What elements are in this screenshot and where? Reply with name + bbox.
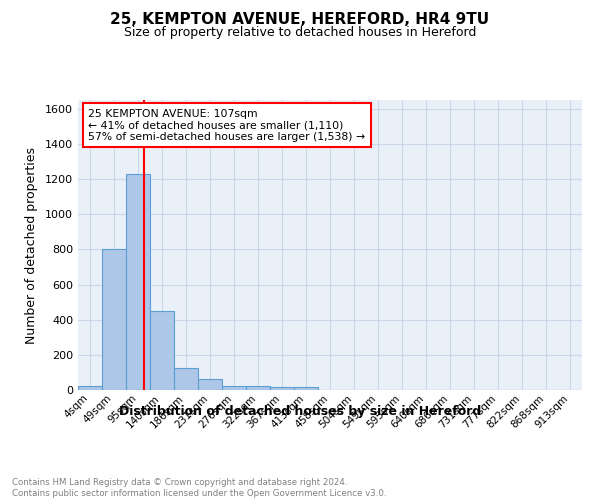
Bar	[150, 311, 174, 390]
Bar	[126, 174, 150, 390]
Text: 25, KEMPTON AVENUE, HEREFORD, HR4 9TU: 25, KEMPTON AVENUE, HEREFORD, HR4 9TU	[110, 12, 490, 28]
Bar	[270, 388, 294, 390]
Text: Contains HM Land Registry data © Crown copyright and database right 2024.
Contai: Contains HM Land Registry data © Crown c…	[12, 478, 386, 498]
Y-axis label: Number of detached properties: Number of detached properties	[25, 146, 38, 344]
Text: Distribution of detached houses by size in Hereford: Distribution of detached houses by size …	[119, 405, 481, 418]
Bar	[222, 386, 246, 390]
Bar	[294, 388, 318, 390]
Bar	[246, 386, 270, 390]
Bar	[174, 368, 198, 390]
Text: Size of property relative to detached houses in Hereford: Size of property relative to detached ho…	[124, 26, 476, 39]
Text: 25 KEMPTON AVENUE: 107sqm
← 41% of detached houses are smaller (1,110)
57% of se: 25 KEMPTON AVENUE: 107sqm ← 41% of detac…	[88, 108, 365, 142]
Bar	[102, 250, 126, 390]
Bar	[78, 386, 102, 390]
Bar	[198, 380, 222, 390]
